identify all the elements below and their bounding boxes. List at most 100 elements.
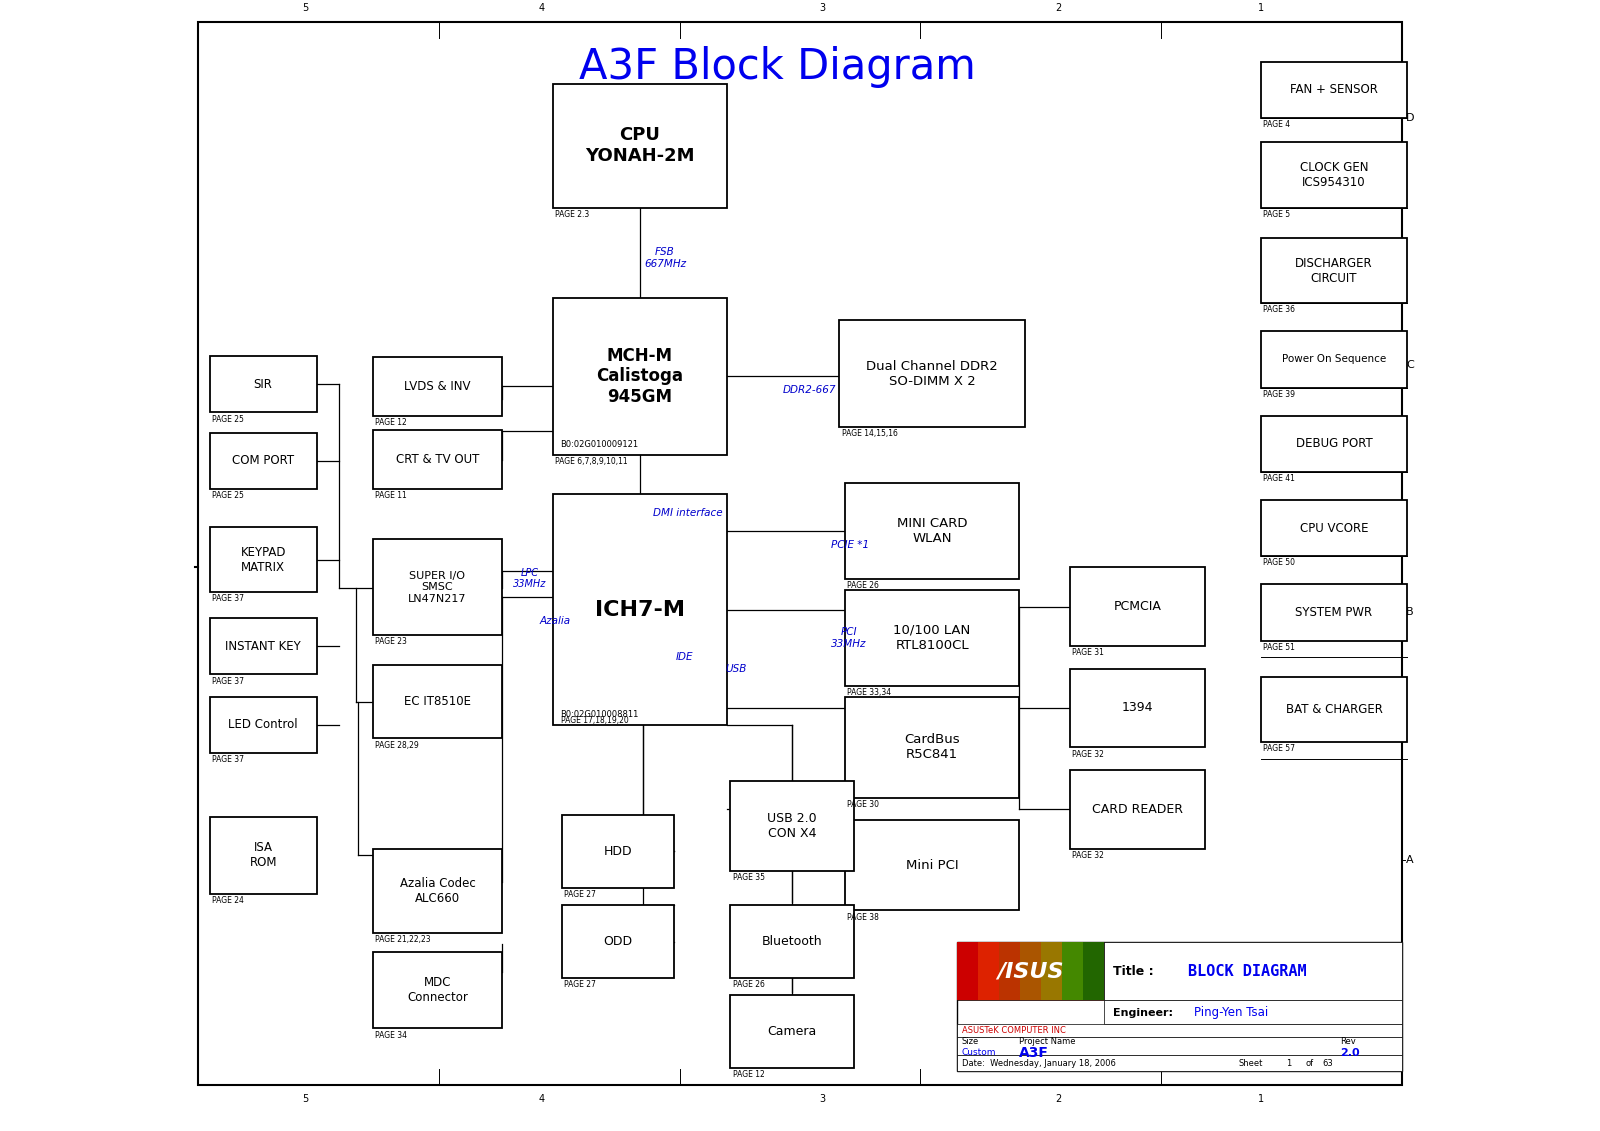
Text: Date:  Wednesday, January 18, 2006: Date: Wednesday, January 18, 2006: [962, 1059, 1115, 1068]
Bar: [845, 483, 1019, 579]
Text: PAGE 30: PAGE 30: [848, 801, 880, 809]
Text: PAGE 38: PAGE 38: [848, 913, 878, 922]
Bar: [957, 1037, 1402, 1055]
Text: 2: 2: [1056, 1094, 1062, 1104]
Text: PAGE 32: PAGE 32: [1072, 851, 1104, 860]
Text: Custom: Custom: [962, 1047, 997, 1056]
Text: PAGE 24: PAGE 24: [211, 896, 243, 905]
Text: PAGE 37: PAGE 37: [211, 595, 243, 604]
Text: D: D: [1405, 113, 1414, 123]
Text: PAGE 36: PAGE 36: [1264, 305, 1296, 314]
Bar: [552, 494, 726, 725]
Text: 3: 3: [819, 1094, 826, 1104]
Bar: [845, 697, 1019, 798]
Text: SYSTEM PWR: SYSTEM PWR: [1296, 606, 1373, 619]
Text: 1: 1: [1258, 1094, 1264, 1104]
Text: PAGE 32: PAGE 32: [1072, 750, 1104, 759]
Text: KEYPAD
MATRIX: KEYPAD MATRIX: [240, 545, 286, 573]
Text: Title :: Title :: [1112, 965, 1154, 977]
Text: 5: 5: [302, 1094, 309, 1104]
Bar: [845, 590, 1019, 685]
Text: 4: 4: [538, 1094, 544, 1104]
Text: 2.0: 2.0: [1339, 1048, 1360, 1059]
Bar: [957, 942, 1402, 1071]
Text: IDE: IDE: [675, 653, 693, 663]
Bar: [1261, 331, 1406, 388]
Bar: [1070, 568, 1205, 646]
Bar: [1070, 770, 1205, 848]
Text: 1: 1: [1286, 1059, 1291, 1068]
Text: Bluetooth: Bluetooth: [762, 935, 822, 948]
Bar: [1062, 942, 1083, 1000]
Text: PAGE 25: PAGE 25: [211, 415, 243, 423]
Bar: [552, 297, 726, 455]
Text: Mini PCI: Mini PCI: [906, 858, 958, 872]
Bar: [552, 84, 726, 208]
Text: PAGE 57: PAGE 57: [1264, 744, 1296, 753]
Bar: [730, 782, 854, 871]
Text: DISCHARGER
CIRCUIT: DISCHARGER CIRCUIT: [1296, 257, 1373, 285]
Bar: [1261, 61, 1406, 118]
Text: PAGE 14,15,16: PAGE 14,15,16: [842, 429, 898, 438]
Bar: [210, 432, 317, 489]
Text: PAGE 12: PAGE 12: [733, 1070, 765, 1079]
Text: CARD READER: CARD READER: [1091, 803, 1182, 815]
Text: USB: USB: [725, 664, 747, 674]
Text: PAGE 17,18,19,20: PAGE 17,18,19,20: [560, 716, 629, 725]
Text: FSB
667MHz: FSB 667MHz: [645, 248, 686, 269]
Text: PAGE 25: PAGE 25: [211, 491, 243, 500]
Text: PAGE 28,29: PAGE 28,29: [374, 741, 419, 750]
Text: 2: 2: [1056, 3, 1062, 14]
Bar: [730, 905, 854, 978]
Bar: [1083, 942, 1104, 1000]
Text: PAGE 39: PAGE 39: [1264, 390, 1296, 399]
Bar: [1042, 942, 1062, 1000]
Text: Project Name: Project Name: [1019, 1037, 1075, 1046]
Text: SUPER I/O
SMSC
LN47N217: SUPER I/O SMSC LN47N217: [408, 570, 467, 604]
Bar: [1261, 500, 1406, 556]
Bar: [1070, 668, 1205, 748]
Bar: [1261, 238, 1406, 303]
Text: A3F Block Diagram: A3F Block Diagram: [579, 46, 976, 88]
Text: CPU
YONAH-2M: CPU YONAH-2M: [586, 127, 694, 165]
Text: PAGE 11: PAGE 11: [374, 491, 406, 500]
Bar: [1261, 585, 1406, 640]
Text: DEBUG PORT: DEBUG PORT: [1296, 438, 1373, 450]
Text: 4: 4: [538, 3, 544, 14]
Bar: [210, 356, 317, 413]
Bar: [210, 618, 317, 674]
Bar: [957, 1024, 1402, 1037]
Text: Ping-Yen Tsai: Ping-Yen Tsai: [1194, 1007, 1267, 1019]
Text: PAGE 5: PAGE 5: [1264, 210, 1290, 219]
Text: PAGE 12: PAGE 12: [374, 418, 406, 426]
Text: HDD: HDD: [603, 845, 632, 857]
Bar: [998, 942, 1021, 1000]
Text: LED Control: LED Control: [229, 718, 298, 732]
Text: /ISUS: /ISUS: [997, 961, 1064, 981]
Text: PAGE 27: PAGE 27: [563, 981, 595, 990]
Text: 1: 1: [1258, 3, 1264, 14]
Text: INSTANT KEY: INSTANT KEY: [226, 640, 301, 653]
Bar: [1261, 143, 1406, 208]
Text: A: A: [1406, 855, 1414, 865]
Text: 63: 63: [1323, 1059, 1333, 1068]
Text: PAGE 23: PAGE 23: [374, 637, 406, 646]
Text: Size: Size: [962, 1037, 979, 1046]
Text: EC IT8510E: EC IT8510E: [403, 696, 470, 708]
Text: ICH7-M: ICH7-M: [595, 599, 685, 620]
Text: Dual Channel DDR2
SO-DIMM X 2: Dual Channel DDR2 SO-DIMM X 2: [866, 360, 998, 388]
Text: BAT & CHARGER: BAT & CHARGER: [1286, 702, 1382, 716]
Text: ASUSTeK COMPUTER INC: ASUSTeK COMPUTER INC: [962, 1026, 1066, 1035]
Bar: [840, 320, 1026, 426]
Bar: [1104, 942, 1402, 1000]
Text: ISA
ROM: ISA ROM: [250, 841, 277, 870]
Text: B: B: [1406, 607, 1414, 618]
Bar: [978, 942, 998, 1000]
Text: 10/100 LAN
RTL8100CL: 10/100 LAN RTL8100CL: [893, 623, 971, 651]
Bar: [1021, 942, 1042, 1000]
Bar: [562, 905, 674, 978]
Text: DDR2-667: DDR2-667: [782, 385, 835, 395]
Text: MDC
Connector: MDC Connector: [406, 976, 467, 1004]
Text: PAGE 37: PAGE 37: [211, 756, 243, 765]
Text: PAGE 6,7,8,9,10,11: PAGE 6,7,8,9,10,11: [555, 457, 627, 466]
